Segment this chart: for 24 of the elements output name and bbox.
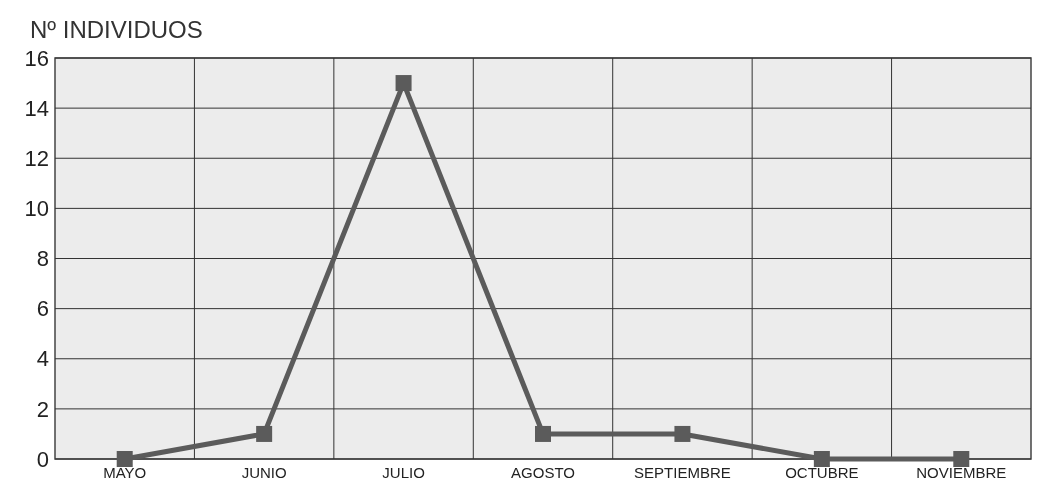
x-tick-label: JUNIO: [241, 464, 287, 481]
x-tick-label: AGOSTO: [511, 464, 575, 481]
y-tick-label: 6: [36, 296, 49, 322]
point: [674, 425, 691, 442]
y-tick-label: 8: [36, 246, 49, 272]
y-tick-label: 2: [36, 396, 49, 422]
y-tick-label: 0: [36, 446, 49, 472]
point: [256, 425, 273, 442]
x-tick-label: SEPTIEMBRE: [634, 464, 731, 481]
y-tick-label: 14: [24, 95, 49, 121]
point: [395, 75, 412, 92]
x-tick-label: JULIO: [382, 464, 425, 481]
y-tick-label: 4: [36, 346, 49, 372]
y-tick-label: 16: [24, 45, 49, 71]
x-tick-label: MAYO: [103, 464, 147, 481]
x-tick-label: NOVIEMBRE: [916, 464, 1007, 481]
y-tick-label: 12: [24, 145, 49, 171]
y-axis-title: Nº INDIVIDUOS: [30, 16, 203, 43]
point: [953, 451, 970, 467]
point: [116, 451, 133, 467]
point: [535, 425, 551, 442]
y-tick-label: 10: [24, 196, 49, 222]
x-tick-label: OCTUBRE: [785, 464, 859, 481]
point: [813, 451, 830, 467]
